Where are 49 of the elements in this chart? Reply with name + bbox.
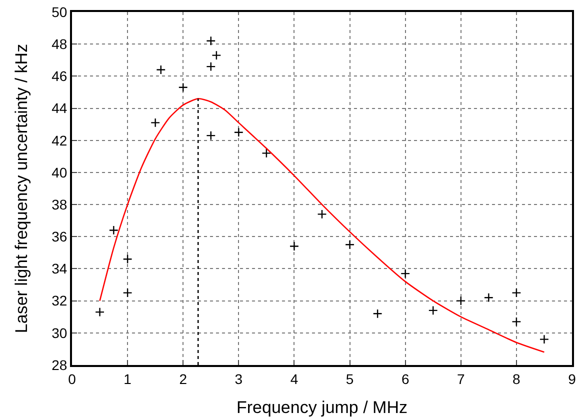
y-tick-label: 48 (52, 36, 68, 52)
point (512, 288, 522, 298)
x-tick-label: 4 (290, 370, 298, 387)
x-tick-label: 0 (68, 370, 76, 387)
x-tick-label: 2 (179, 370, 188, 387)
x-tick-label: 9 (568, 370, 576, 387)
point (108, 225, 118, 236)
y-tick-label: 42 (52, 132, 68, 148)
point (428, 306, 438, 316)
y-axis-title: Laser light frequency uncertainty / kHz (12, 44, 31, 334)
x-tick-label: 5 (346, 370, 354, 387)
point (289, 241, 300, 252)
y-tick-label: 34 (52, 260, 68, 277)
point (344, 240, 355, 250)
point (206, 62, 216, 72)
x-axis-title: Frequency jump / MHz (236, 398, 408, 417)
point (178, 82, 188, 92)
y-tick-label: 50 (52, 4, 68, 20)
y-tick-label: 36 (52, 228, 68, 245)
point (512, 316, 522, 326)
point (156, 64, 166, 75)
y-tick-label: 46 (52, 68, 68, 84)
y-tick-label: 28 (52, 356, 68, 373)
y-tick-label: 30 (52, 324, 68, 341)
point (372, 308, 382, 318)
x-tick-label: 8 (512, 370, 521, 387)
point (400, 268, 410, 278)
point (539, 334, 550, 344)
line-series (99, 98, 545, 353)
point (212, 50, 222, 60)
point (122, 254, 132, 264)
point (150, 118, 160, 128)
x-tick-label: 3 (234, 370, 243, 387)
point (122, 288, 132, 298)
y-tick-label: 32 (52, 292, 68, 309)
point (456, 296, 466, 306)
point (206, 36, 216, 46)
x-tick-label: 6 (401, 370, 410, 387)
y-tick-label: 40 (52, 164, 68, 180)
y-tick-label: 38 (52, 196, 68, 212)
point (94, 307, 105, 317)
point (234, 128, 244, 138)
y-tick-label: 44 (52, 100, 68, 116)
point (262, 148, 272, 158)
x-tick-label: 7 (456, 370, 465, 387)
point (484, 292, 494, 302)
point (317, 209, 327, 219)
x-tick-label: 1 (124, 370, 132, 387)
point (206, 130, 216, 140)
